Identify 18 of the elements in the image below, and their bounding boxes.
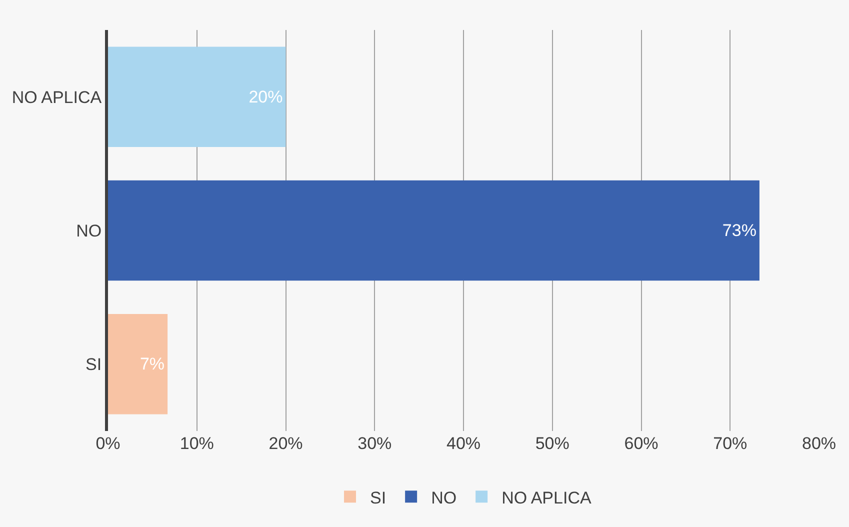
x-tick-label: 30% — [358, 434, 392, 453]
y-tick-label: NO — [76, 221, 102, 240]
y-tick-label: SI — [86, 355, 102, 374]
x-tick-label: 80% — [802, 434, 836, 453]
x-tick-label: 70% — [713, 434, 748, 453]
x-tick-label: 50% — [535, 434, 570, 453]
legend-label: NO APLICA — [502, 488, 592, 508]
legend-label: NO — [431, 488, 457, 508]
x-tick-label: 10% — [180, 434, 214, 453]
x-tick-label: 40% — [446, 434, 481, 453]
data-label: 73% — [722, 221, 756, 240]
x-tick-label: 0% — [96, 434, 120, 453]
x-tick-label: 60% — [624, 434, 658, 453]
data-label: 20% — [248, 87, 283, 106]
data-label: 7% — [140, 354, 165, 374]
y-tick-label: NO APLICA — [12, 88, 102, 107]
legend-label: SI — [370, 488, 386, 508]
x-tick-label: 20% — [268, 434, 303, 453]
